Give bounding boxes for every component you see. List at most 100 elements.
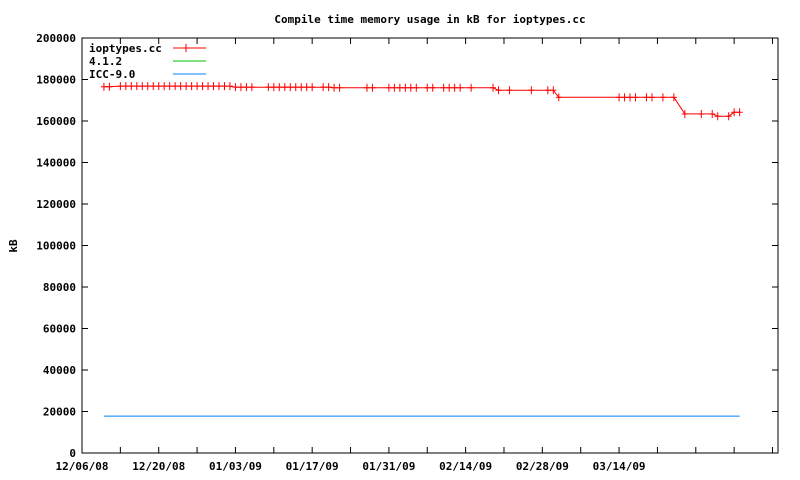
data-point	[100, 82, 107, 91]
data-point	[237, 83, 244, 92]
data-point	[155, 82, 162, 91]
data-point	[659, 93, 666, 102]
series-layer	[100, 82, 743, 417]
x-tick-label: 01/31/09	[362, 460, 415, 473]
x-tick-label: 01/03/09	[209, 460, 262, 473]
y-axis-label: kB	[7, 239, 20, 253]
data-point	[528, 86, 535, 95]
data-point	[166, 82, 173, 91]
y-tick-label: 160000	[36, 115, 76, 128]
data-point	[385, 83, 392, 92]
data-point	[363, 83, 370, 92]
data-point	[670, 93, 677, 102]
y-tick-label: 40000	[43, 364, 76, 377]
data-point	[468, 83, 475, 92]
data-point	[194, 82, 201, 91]
data-point	[402, 83, 409, 92]
legend-label: ICC-9.0	[89, 68, 135, 81]
data-point	[309, 83, 316, 92]
y-tick-label: 20000	[43, 406, 76, 419]
data-point	[298, 83, 305, 92]
chart-title: Compile time memory usage in kB for iopt…	[274, 13, 585, 26]
data-point	[150, 82, 157, 91]
data-point	[440, 83, 447, 92]
x-tick-label: 01/17/09	[286, 460, 339, 473]
data-point	[407, 83, 414, 92]
data-point	[243, 83, 250, 92]
data-point	[396, 83, 403, 92]
data-point	[709, 109, 716, 118]
data-point	[621, 93, 628, 102]
data-point	[226, 82, 233, 91]
y-tick-label: 60000	[43, 323, 76, 336]
data-point	[320, 83, 327, 92]
data-point	[451, 83, 458, 92]
data-point	[544, 86, 551, 95]
data-point	[457, 83, 464, 92]
y-tick-label: 80000	[43, 281, 76, 294]
data-point	[199, 82, 206, 91]
y-tick-label: 100000	[36, 240, 76, 253]
y-tick-label: 200000	[36, 32, 76, 45]
data-point	[128, 82, 135, 91]
data-point	[336, 83, 343, 92]
y-tick-label: 0	[69, 447, 76, 460]
y-tick-label: 120000	[36, 198, 76, 211]
x-tick-label: 02/28/09	[516, 460, 569, 473]
data-point	[232, 83, 239, 92]
data-point	[106, 82, 113, 91]
legend-label: 4.1.2	[89, 55, 122, 68]
data-point	[714, 112, 721, 121]
data-point	[550, 86, 557, 95]
data-point	[122, 82, 129, 91]
data-point	[490, 83, 497, 92]
data-point	[391, 83, 398, 92]
data-point	[627, 93, 634, 102]
data-point	[139, 82, 146, 91]
data-point	[429, 83, 436, 92]
data-point	[183, 82, 190, 91]
data-point	[205, 82, 212, 91]
data-point	[632, 93, 639, 102]
data-point	[413, 83, 420, 92]
data-point	[265, 83, 272, 92]
x-tick-label: 12/20/08	[132, 460, 185, 473]
axes: 0 20000 40000 60000 80000 100000 120000 140000 1…	[36, 32, 778, 473]
x-tick-label: 12/06/08	[56, 460, 109, 473]
data-point	[698, 109, 705, 118]
data-point	[643, 93, 650, 102]
data-point	[331, 83, 338, 92]
data-point	[731, 108, 738, 117]
data-point	[424, 83, 431, 92]
y-tick-label: 180000	[36, 74, 76, 87]
data-point	[221, 82, 228, 91]
data-point	[292, 83, 299, 92]
data-point	[172, 82, 179, 91]
legend-label: ioptypes.cc	[89, 42, 162, 55]
data-point	[144, 82, 151, 91]
data-point	[248, 83, 255, 92]
data-point	[725, 112, 732, 121]
data-point	[648, 93, 655, 102]
data-point	[506, 86, 513, 95]
data-point	[210, 82, 217, 91]
data-point	[276, 83, 283, 92]
data-point	[325, 83, 332, 92]
series-line-ioptypes.cc	[103, 85, 740, 117]
data-point	[161, 82, 168, 91]
data-point	[188, 82, 195, 91]
data-point	[495, 86, 502, 95]
data-point	[303, 83, 310, 92]
data-point	[117, 82, 124, 91]
data-point	[369, 83, 376, 92]
data-point	[616, 93, 623, 102]
data-point	[270, 83, 277, 92]
x-tick-label: 03/14/09	[593, 460, 646, 473]
data-point	[681, 109, 688, 118]
data-point	[736, 108, 743, 117]
data-point	[216, 82, 223, 91]
data-point	[133, 82, 140, 91]
data-point	[281, 83, 288, 92]
